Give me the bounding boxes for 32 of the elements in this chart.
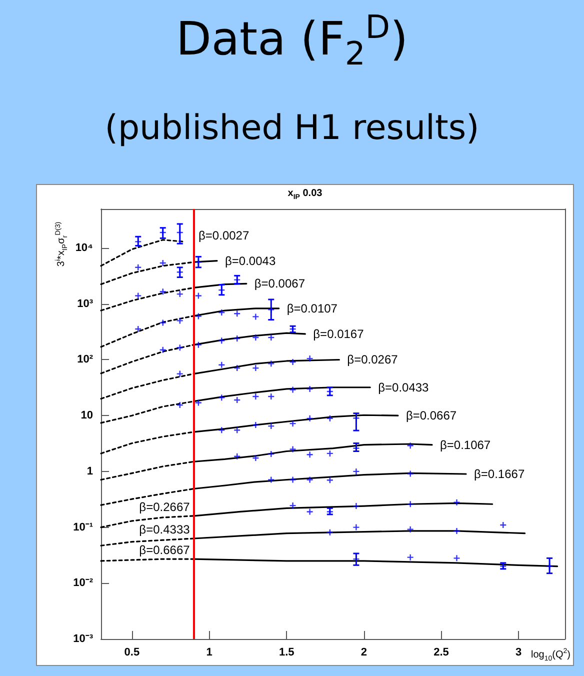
series-label: β=0.4333 (139, 522, 190, 537)
y-tick-label: 10 (80, 410, 93, 422)
series-label: β=0.0067 (254, 276, 306, 291)
text: x$_{IP}$ 0.03 (286, 188, 324, 201)
y-tick-label: 10⁻³ (73, 633, 94, 645)
series-label: β=0.1067 (440, 438, 491, 452)
x-tick-label: 2.5 (434, 646, 449, 658)
series-label: β=0.0027 (198, 228, 250, 243)
chart-title: Data (F$_{2}$$^{D}$) (174, 8, 410, 73)
x-tick-label: 1 (206, 646, 212, 658)
x-axis-title: log$_{10}$(Q$^{2}$) (531, 648, 571, 662)
y-tick-label: 10⁻² (73, 577, 94, 590)
series-label: β=0.6667 (139, 543, 190, 558)
series-label: β=0.0043 (225, 254, 276, 268)
series-label: β=0.2667 (139, 500, 190, 514)
chart-subtitle: (published H1 results) (104, 108, 480, 148)
series-label: β=0.0667 (406, 408, 457, 423)
y-tick-label: 10³ (77, 298, 94, 310)
series-label: β=0.1667 (474, 467, 525, 481)
y-tick-label: 1 (86, 465, 93, 478)
y-tick-label: 10⁻¹ (73, 521, 94, 534)
y-tick-label: 10⁴ (75, 242, 93, 254)
series-label: β=0.0107 (286, 301, 338, 316)
x-tick-label: 0.5 (124, 646, 140, 658)
x-tick-label: 1.5 (278, 646, 294, 658)
line-series (100, 239, 186, 267)
x-tick-label: 3 (516, 646, 522, 658)
y-tick-label: 10² (77, 354, 94, 366)
series-label: β=0.0433 (378, 380, 430, 394)
series-label: β=0.0267 (347, 352, 398, 367)
series-label: β=0.0167 (313, 326, 364, 341)
x-tick-label: 2 (360, 646, 367, 658)
